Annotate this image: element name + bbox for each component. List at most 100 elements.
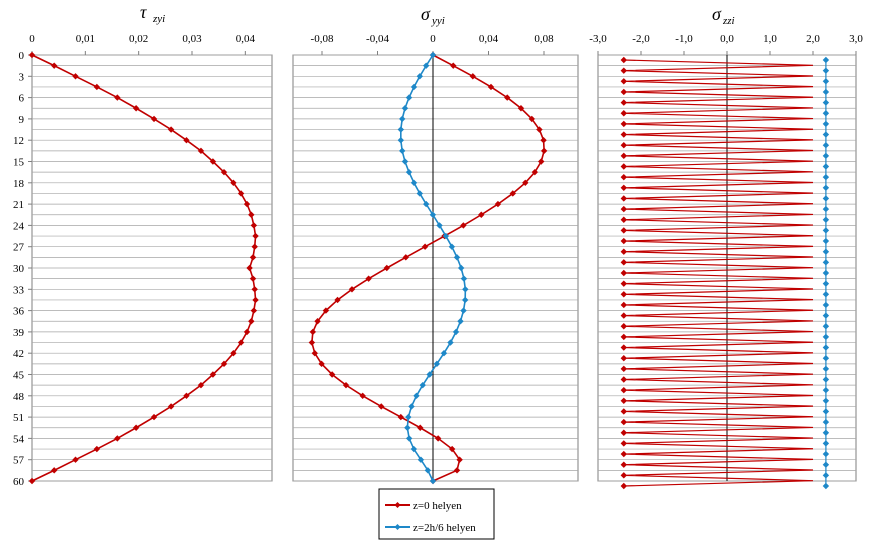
data-point-z0 <box>528 115 535 123</box>
x-tick-label: 3,0 <box>849 33 863 45</box>
x-tick-label: 0,04 <box>479 33 499 45</box>
data-point-z0 <box>28 51 36 59</box>
data-point-z0 <box>150 115 158 123</box>
legend-box <box>378 488 495 540</box>
data-point-z2h6 <box>822 56 830 64</box>
data-point-z0 <box>620 163 627 170</box>
data-point-z2h6 <box>822 280 830 287</box>
data-point-z2h6 <box>416 73 424 80</box>
data-point-z2h6 <box>398 147 406 155</box>
y-tick-label: 54 <box>13 433 25 445</box>
data-point-z2h6 <box>822 408 830 415</box>
data-point-z0 <box>620 120 627 128</box>
data-point-z2h6 <box>822 440 830 447</box>
data-point-z0 <box>620 110 627 117</box>
data-point-z0 <box>417 424 424 431</box>
data-point-z0 <box>620 195 627 202</box>
data-point-z0 <box>252 232 259 240</box>
data-point-z2h6 <box>405 435 413 442</box>
data-point-z2h6 <box>397 137 405 144</box>
data-point-z0 <box>620 429 627 436</box>
data-point-z2h6 <box>460 275 468 282</box>
x-ticks-sigma-yy: -0,08 -0,04 0 0,04 0,08 <box>311 33 554 55</box>
data-point-z0 <box>460 222 467 229</box>
data-point-z2h6 <box>397 126 405 133</box>
data-point-z0 <box>251 243 258 250</box>
data-point-z2h6 <box>462 286 469 293</box>
y-tick-label: 33 <box>13 284 25 296</box>
data-point-z0 <box>620 184 627 191</box>
data-point-z0 <box>494 200 502 208</box>
data-point-z0 <box>620 355 627 362</box>
data-point-z0 <box>230 179 237 186</box>
data-point-z0 <box>150 413 158 421</box>
data-point-z0 <box>93 445 101 453</box>
data-point-z2h6 <box>442 232 450 240</box>
data-point-z2h6 <box>429 211 437 218</box>
data-point-z2h6 <box>447 339 454 346</box>
data-point-z0 <box>183 137 190 144</box>
y-tick-label: 24 <box>13 220 25 232</box>
data-point-z0 <box>620 280 627 287</box>
data-point-z2h6 <box>822 472 830 479</box>
data-point-z2h6 <box>448 243 456 250</box>
y-tick-label: 9 <box>19 114 25 126</box>
legend-label-z0: z=0 helyen <box>413 500 462 512</box>
data-point-z2h6 <box>822 120 830 128</box>
grid-sigma-yy <box>293 54 578 482</box>
data-point-z0 <box>487 83 495 91</box>
data-point-z2h6 <box>822 312 830 319</box>
data-point-z0 <box>504 94 511 101</box>
data-point-z0 <box>469 73 477 80</box>
data-point-z2h6 <box>822 173 830 181</box>
data-point-z0 <box>620 237 627 245</box>
data-point-z0 <box>540 147 548 155</box>
title-sigma-zz-symbol: σ <box>712 4 722 24</box>
data-point-z2h6 <box>822 152 830 160</box>
data-point-z0 <box>93 83 101 91</box>
data-point-z0 <box>220 360 228 368</box>
data-point-z0 <box>314 318 321 325</box>
data-point-z0 <box>517 105 525 112</box>
data-point-z0 <box>620 78 627 85</box>
data-point-z0 <box>197 381 205 389</box>
data-point-z2h6 <box>822 237 830 245</box>
y-tick-label: 51 <box>13 412 24 424</box>
data-point-z0 <box>478 211 485 218</box>
data-point-z0 <box>365 275 372 282</box>
data-point-z0 <box>620 323 627 330</box>
data-point-z0 <box>50 467 58 474</box>
y-tick-label: 36 <box>13 306 25 318</box>
data-point-z0 <box>453 467 461 474</box>
data-point-z0 <box>509 190 516 197</box>
x-tick-label: 0,0 <box>720 33 734 45</box>
x-tick-label: -0,04 <box>366 33 389 45</box>
data-point-z0 <box>538 158 545 165</box>
series-tau-zy <box>28 51 259 485</box>
data-point-z0 <box>322 307 330 314</box>
data-point-z0 <box>620 131 627 138</box>
data-point-z0 <box>250 307 258 314</box>
data-point-z2h6 <box>423 62 430 69</box>
y-tick-label: 27 <box>13 242 25 254</box>
data-point-z2h6 <box>822 216 830 223</box>
y-tick-label: 39 <box>13 327 25 339</box>
y-tick-label: 57 <box>13 455 25 467</box>
data-point-z0 <box>620 248 627 255</box>
data-point-z0 <box>620 365 627 373</box>
data-point-z0 <box>72 73 79 80</box>
data-point-z2h6 <box>822 142 830 149</box>
data-point-z0 <box>620 173 627 181</box>
data-point-z0 <box>359 392 366 399</box>
data-point-z2h6 <box>822 429 830 436</box>
data-point-z2h6 <box>416 190 424 197</box>
data-point-z2h6 <box>822 376 830 383</box>
data-point-z2h6 <box>429 51 437 59</box>
data-point-z2h6 <box>822 78 830 85</box>
data-point-z2h6 <box>398 115 406 123</box>
data-point-z2h6 <box>417 456 425 463</box>
data-point-z2h6 <box>822 461 830 468</box>
data-point-z0 <box>620 386 627 394</box>
data-point-z0 <box>230 350 237 357</box>
y-tick-label: 30 <box>13 263 25 275</box>
